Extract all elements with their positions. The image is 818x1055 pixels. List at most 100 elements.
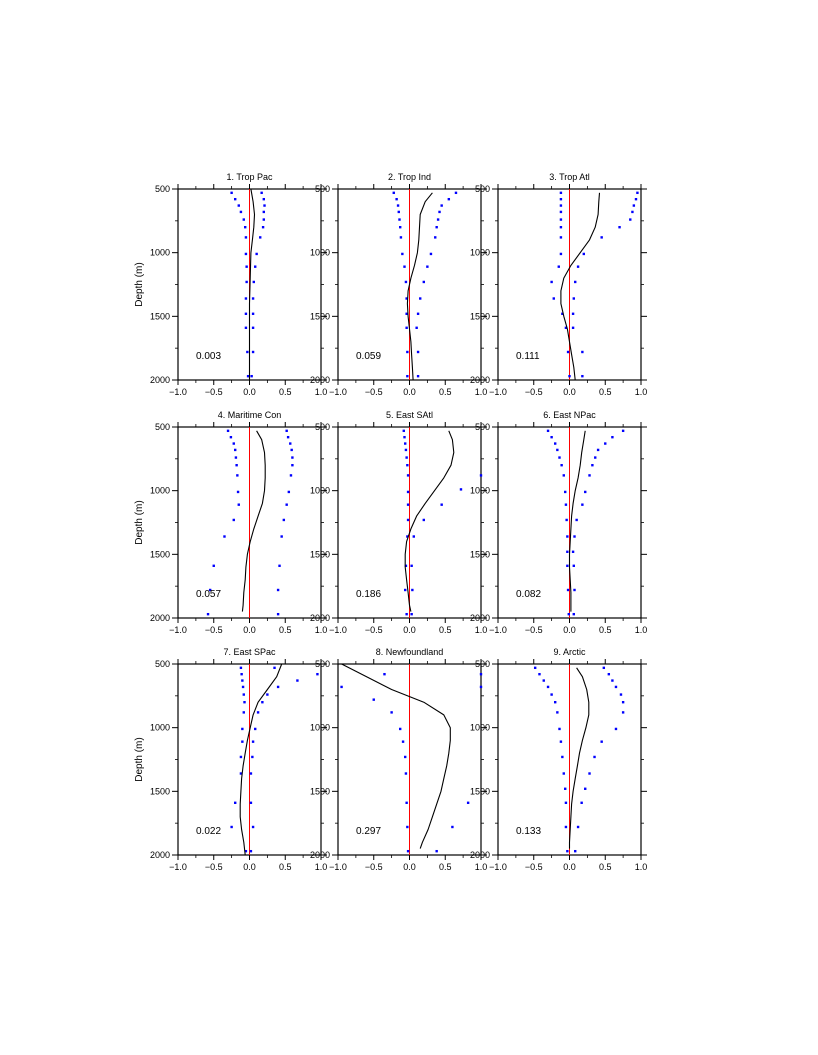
dot-left xyxy=(240,672,243,676)
dot-left xyxy=(401,740,405,743)
dot-left xyxy=(244,312,248,315)
dot-right xyxy=(291,456,294,459)
dot-right xyxy=(632,204,636,207)
dot-left xyxy=(559,210,563,214)
dot-right xyxy=(262,218,265,221)
dot-left xyxy=(562,772,565,775)
dot-right xyxy=(287,490,291,494)
dot-left xyxy=(566,550,569,553)
dot-left xyxy=(406,503,410,506)
dot-left xyxy=(234,448,237,452)
panel-title: 6. East NPac xyxy=(543,410,596,420)
dot-left xyxy=(561,755,564,759)
dot-right xyxy=(422,518,425,522)
dot-left xyxy=(239,772,243,775)
dot-right xyxy=(618,226,621,229)
dot-right xyxy=(629,218,632,221)
dot-right xyxy=(621,711,625,714)
dot-left xyxy=(399,727,402,731)
x-tick-label: −0.5 xyxy=(205,862,223,872)
y-tick-label: 500 xyxy=(155,422,170,432)
x-tick-label: −1.0 xyxy=(329,625,347,635)
dot-left xyxy=(239,210,243,214)
dot-right xyxy=(600,740,603,743)
profile-curve xyxy=(241,430,266,612)
dot-left xyxy=(243,701,246,704)
dot-left xyxy=(399,236,403,239)
dot-left xyxy=(232,442,235,445)
dot-right xyxy=(251,312,255,315)
dot-left xyxy=(234,456,238,459)
dot-right xyxy=(614,685,618,689)
dot-left xyxy=(556,448,559,452)
dot-right xyxy=(574,280,577,284)
dot-left xyxy=(242,218,245,221)
dot-right xyxy=(426,265,429,268)
dot-right xyxy=(290,448,293,452)
dot-right xyxy=(415,326,418,329)
dot-right xyxy=(286,435,290,439)
panel-title: 3. Trop Atl xyxy=(549,172,590,182)
dot-right xyxy=(582,252,585,256)
y-tick-label: 500 xyxy=(155,184,170,194)
panel-title: 4. Maritime Con xyxy=(218,410,282,420)
x-tick-label: −0.5 xyxy=(525,387,543,397)
dot-left xyxy=(241,679,244,682)
dot-right xyxy=(454,191,458,195)
dot-left xyxy=(235,464,238,467)
dot-right xyxy=(411,588,414,592)
dot-left xyxy=(568,374,571,378)
correlation-value: 0.082 xyxy=(516,589,541,600)
dot-right xyxy=(621,429,625,433)
dot-left xyxy=(244,849,248,853)
dot-right xyxy=(571,550,575,553)
y-tick-label: 1000 xyxy=(470,486,490,496)
dot-left xyxy=(404,755,407,759)
dot-left xyxy=(406,490,410,494)
dot-right xyxy=(278,564,281,567)
dot-right xyxy=(280,535,283,538)
dot-right xyxy=(296,679,299,682)
dot-left xyxy=(244,297,248,300)
x-tick-label: 1.0 xyxy=(475,625,488,635)
correlation-value: 0.133 xyxy=(516,826,541,837)
dot-left xyxy=(546,685,550,689)
dot-left xyxy=(404,772,408,775)
dot-right xyxy=(588,474,591,477)
y-tick-label: 1500 xyxy=(150,549,170,559)
x-tick-label: 0.5 xyxy=(599,862,612,872)
dot-left xyxy=(241,740,244,743)
dot-right xyxy=(573,588,576,592)
dot-left xyxy=(241,685,245,689)
dot-right xyxy=(572,297,575,300)
x-tick-label: 0.0 xyxy=(243,625,256,635)
panel-title: 7. East SPac xyxy=(223,647,276,657)
dot-left xyxy=(406,518,410,522)
x-tick-label: 1.0 xyxy=(635,862,648,872)
dot-left xyxy=(239,666,243,670)
y-tick-label: 1000 xyxy=(150,248,170,258)
dot-left xyxy=(398,218,401,221)
dot-left xyxy=(554,442,557,445)
y-tick-label: 1500 xyxy=(150,311,170,321)
x-tick-label: −1.0 xyxy=(489,862,507,872)
dot-left xyxy=(565,518,568,522)
dot-left xyxy=(237,503,240,506)
dot-left xyxy=(564,490,567,494)
panel-title: 5. East SAtl xyxy=(386,410,433,420)
y-tick-label: 2000 xyxy=(150,613,170,623)
correlation-value: 0.022 xyxy=(196,826,221,837)
x-tick-label: 1.0 xyxy=(475,387,488,397)
dot-right xyxy=(416,374,420,378)
panel-3: 3. Trop Atl −1.0 −0.5 0.0 0.5 1.0 500 1000 1500 2… xyxy=(470,172,647,397)
dot-right xyxy=(410,564,413,567)
x-tick-label: 1.0 xyxy=(475,862,488,872)
dot-left xyxy=(244,236,248,239)
dot-right xyxy=(581,374,584,378)
dot-left xyxy=(566,535,569,538)
dot-left xyxy=(397,210,400,214)
dot-right xyxy=(291,464,294,467)
dot-right xyxy=(410,612,413,616)
dot-left xyxy=(405,326,408,329)
dot-left xyxy=(244,326,248,329)
